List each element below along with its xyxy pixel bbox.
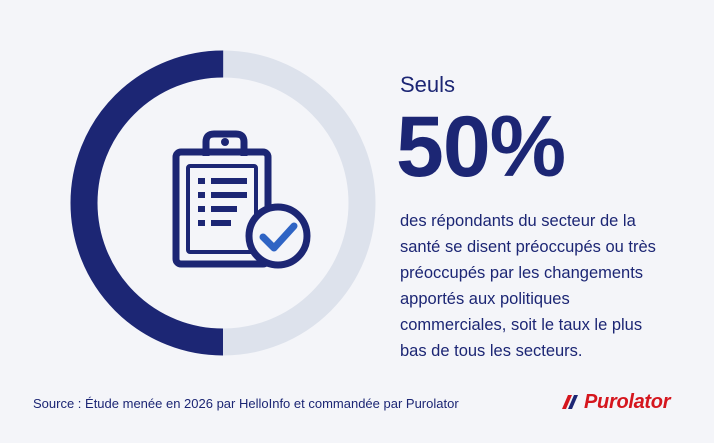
checkmark-icon [259, 222, 298, 252]
logo-slashes-icon [562, 395, 578, 409]
ring-fill [70, 50, 376, 356]
logo-text: Purolator [584, 390, 671, 413]
progress-ring-svg [70, 50, 376, 356]
progress-ring [70, 50, 376, 356]
source-note: Source : Étude menée en 2026 par HelloIn… [33, 396, 459, 411]
stat-value: 50% [396, 99, 566, 195]
purolator-logo: Purolator [561, 388, 691, 416]
stat-block: Seuls 50% des répondants du secteur de l… [396, 72, 690, 364]
clipboard-check-icon [172, 130, 311, 269]
stat-description: des répondants du secteur de la santé se… [400, 212, 656, 360]
stat-lead: Seuls [400, 72, 456, 97]
